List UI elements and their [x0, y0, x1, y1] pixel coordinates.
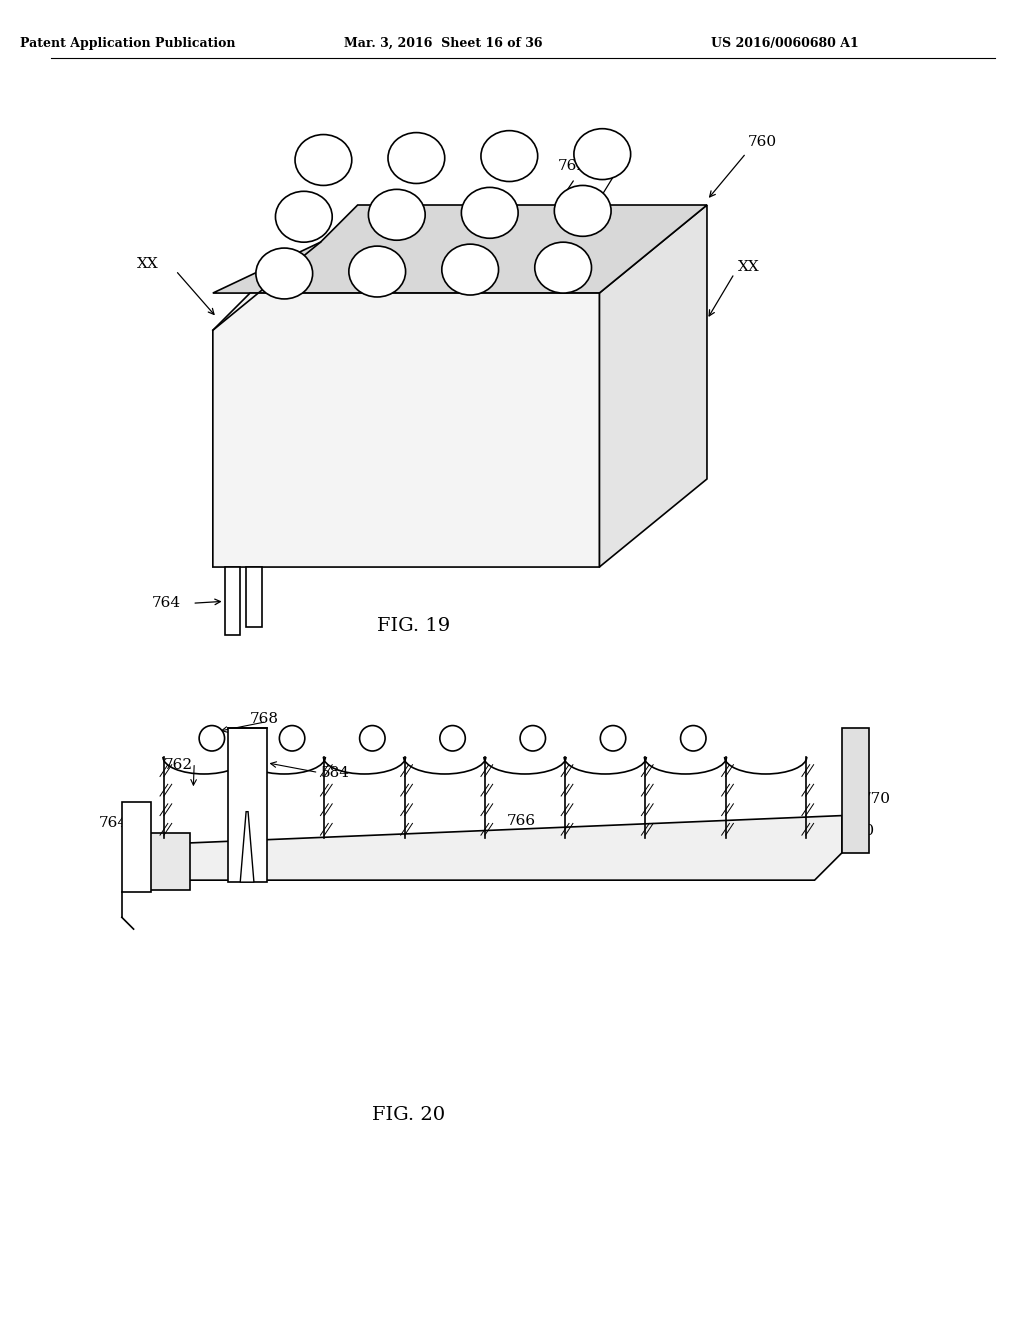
- Polygon shape: [246, 568, 262, 627]
- Polygon shape: [150, 833, 190, 890]
- Circle shape: [520, 726, 546, 751]
- Polygon shape: [213, 205, 707, 293]
- Text: 762: 762: [558, 158, 588, 173]
- Polygon shape: [122, 801, 152, 892]
- Ellipse shape: [573, 128, 631, 180]
- Text: 760: 760: [749, 135, 777, 149]
- Text: FIG. 20: FIG. 20: [372, 1106, 445, 1125]
- Circle shape: [199, 726, 224, 751]
- Ellipse shape: [481, 131, 538, 182]
- Circle shape: [681, 726, 706, 751]
- Text: US 2016/0060680 A1: US 2016/0060680 A1: [712, 37, 859, 50]
- Ellipse shape: [462, 187, 518, 239]
- Text: 760: 760: [846, 824, 876, 838]
- Polygon shape: [224, 568, 241, 635]
- Ellipse shape: [535, 242, 592, 293]
- Text: Mar. 3, 2016  Sheet 16 of 36: Mar. 3, 2016 Sheet 16 of 36: [343, 37, 542, 50]
- Ellipse shape: [441, 244, 499, 296]
- Polygon shape: [241, 812, 254, 882]
- Polygon shape: [599, 205, 707, 568]
- Circle shape: [359, 726, 385, 751]
- Text: 762: 762: [164, 758, 194, 772]
- Polygon shape: [213, 293, 599, 568]
- Text: 762: 762: [599, 149, 629, 162]
- Text: 768: 768: [250, 711, 280, 726]
- Text: XX: XX: [137, 256, 159, 271]
- Polygon shape: [188, 816, 842, 880]
- Ellipse shape: [295, 135, 352, 185]
- Ellipse shape: [369, 189, 425, 240]
- Text: 764: 764: [152, 597, 180, 610]
- Ellipse shape: [256, 248, 312, 298]
- Polygon shape: [842, 727, 869, 853]
- Text: 766: 766: [507, 814, 536, 829]
- Ellipse shape: [275, 191, 332, 242]
- Text: FIG. 19: FIG. 19: [377, 616, 451, 635]
- Ellipse shape: [349, 246, 406, 297]
- Circle shape: [440, 726, 465, 751]
- Polygon shape: [227, 729, 266, 882]
- Text: 764: 764: [98, 816, 128, 830]
- Text: 770: 770: [861, 792, 891, 807]
- Ellipse shape: [554, 185, 611, 236]
- Circle shape: [600, 726, 626, 751]
- Circle shape: [280, 726, 305, 751]
- Ellipse shape: [388, 132, 444, 183]
- Text: Patent Application Publication: Patent Application Publication: [19, 37, 236, 50]
- Text: 584: 584: [321, 766, 349, 780]
- Text: XX: XX: [738, 260, 760, 273]
